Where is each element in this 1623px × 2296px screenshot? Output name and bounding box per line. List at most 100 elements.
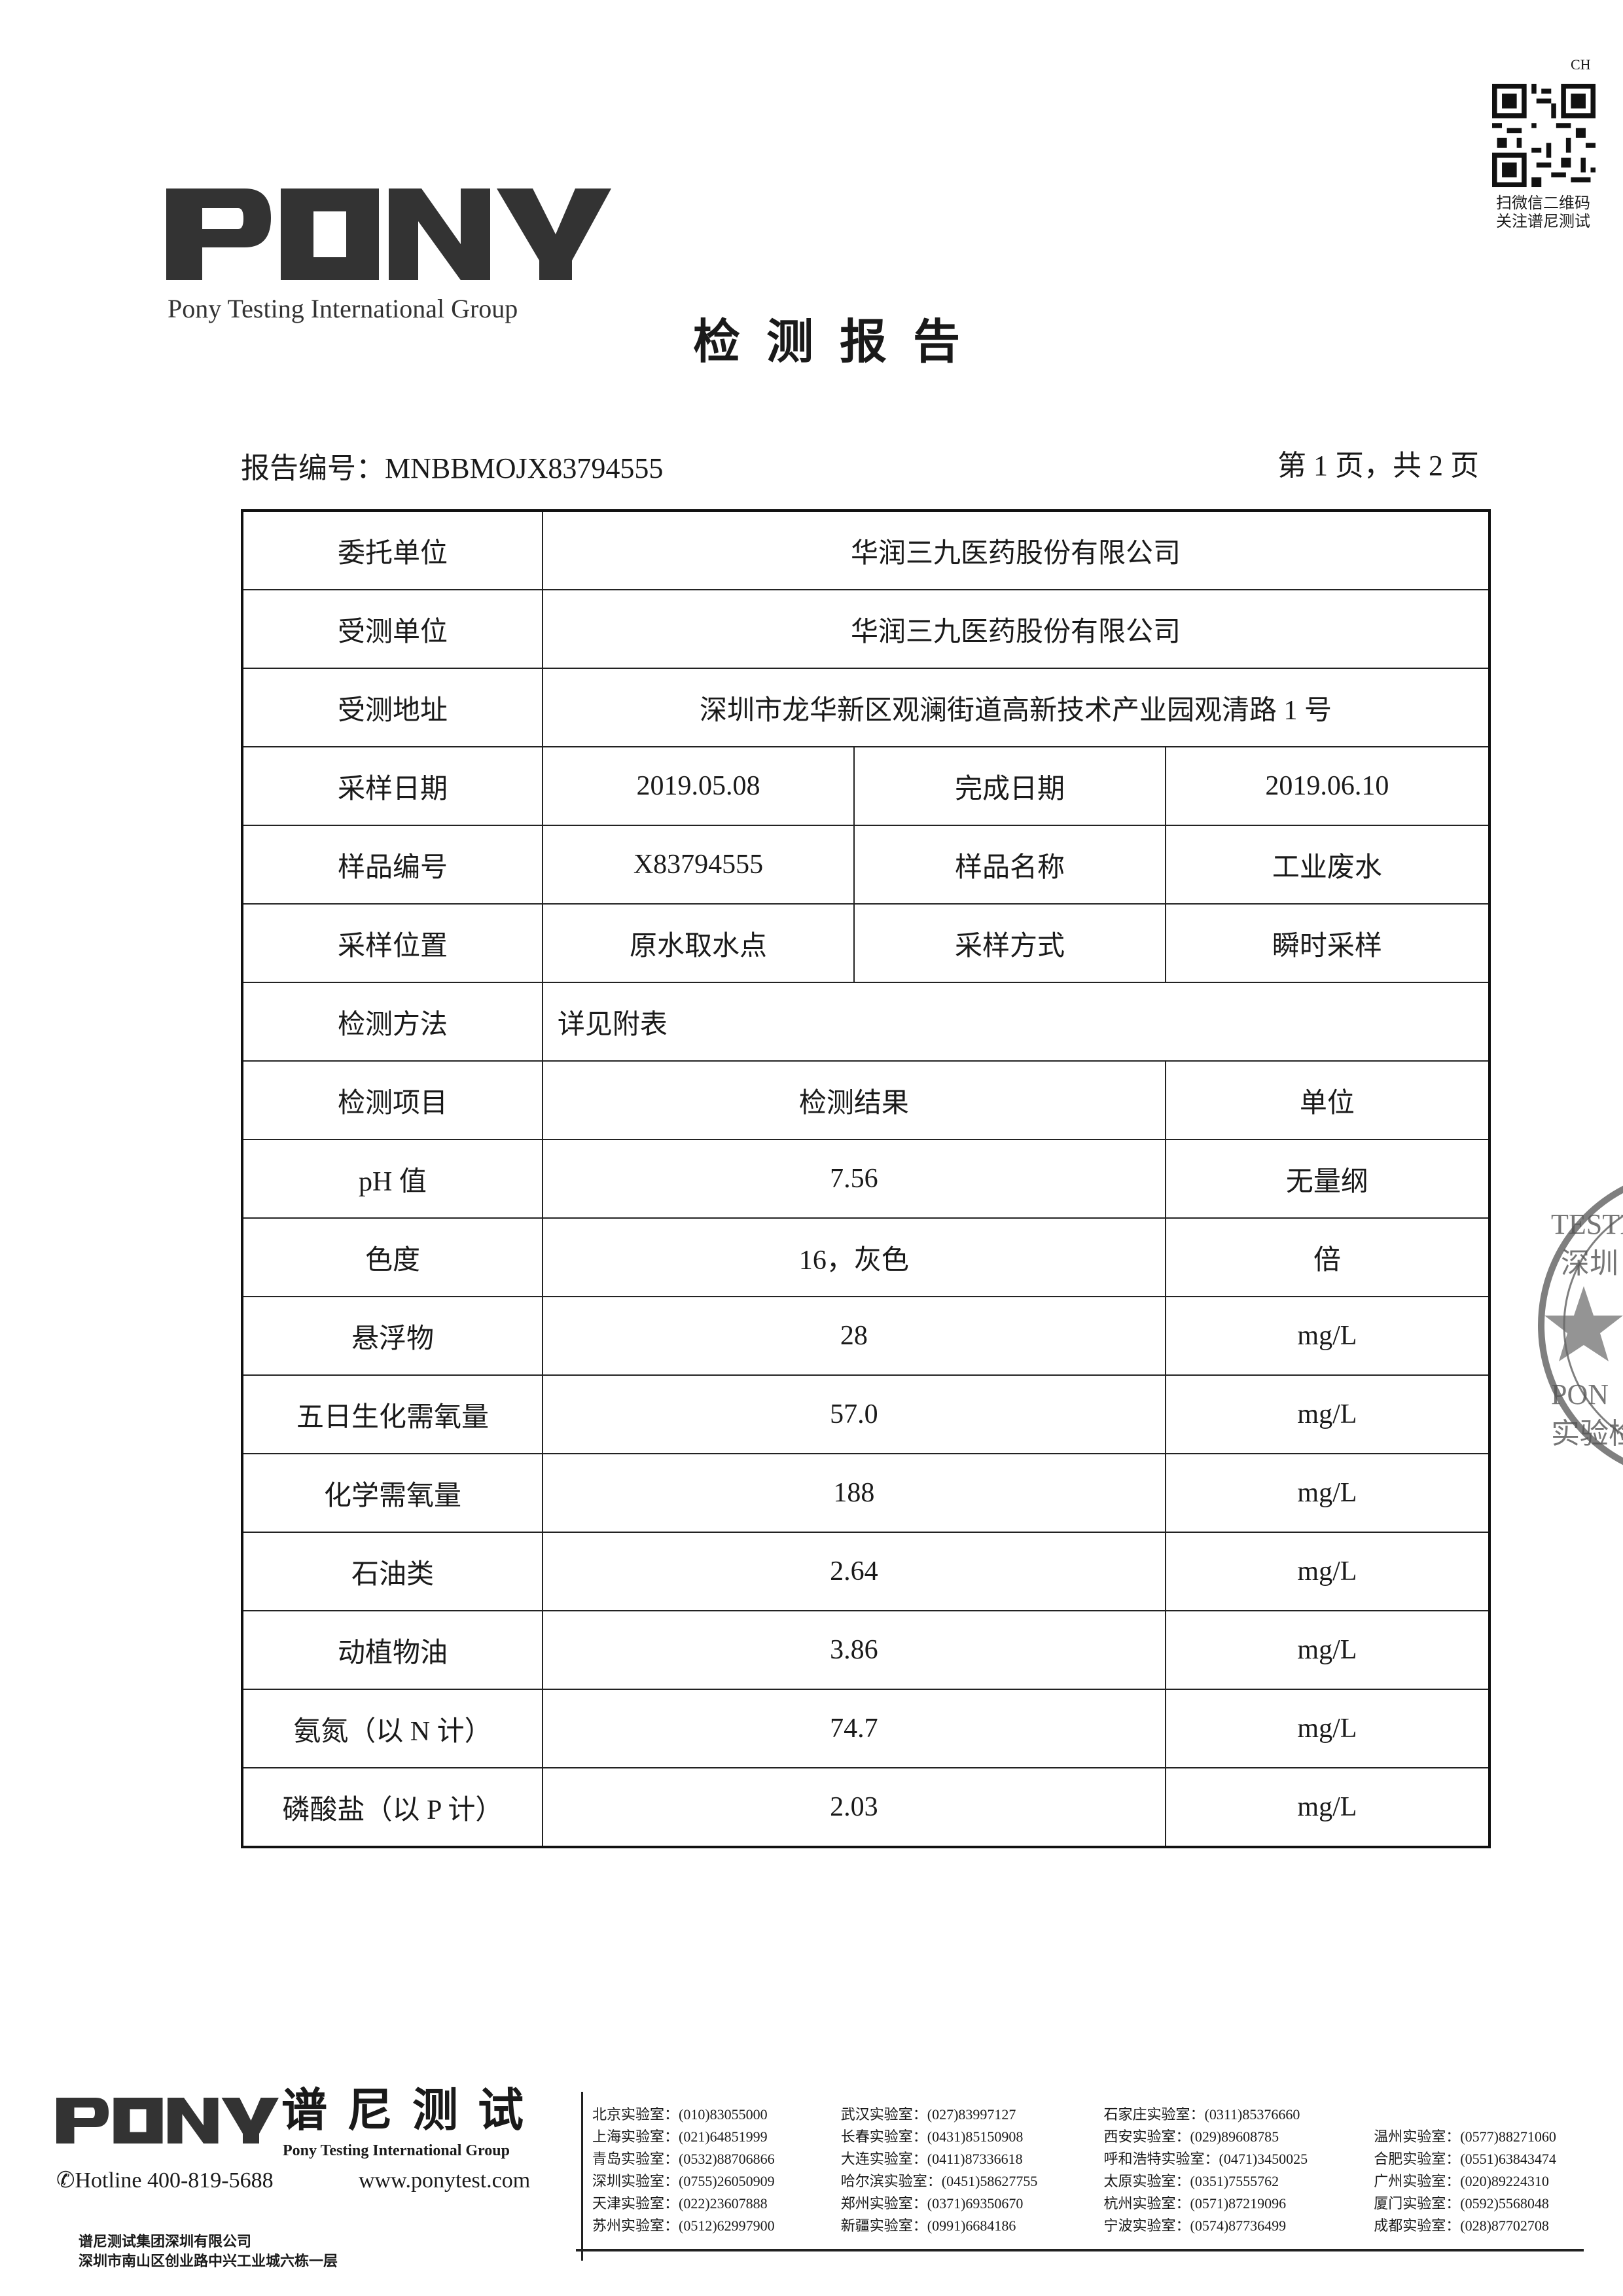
- table-header-row: 检测项目 检测结果 单位: [241, 1060, 1491, 1140]
- result-unit: mg/L: [1164, 1296, 1491, 1376]
- method-value: 详见附表: [541, 982, 1491, 1062]
- lab-entry: [1374, 2106, 1613, 2123]
- table-row: 采样位置 原水取水点 采样方式 瞬时采样: [241, 903, 1491, 983]
- qr-caption-line1: 扫微信二维码: [1496, 194, 1590, 212]
- table-row: 委托单位 华润三九医药股份有限公司: [241, 510, 1491, 590]
- lab-entry: 深圳实验室：(0755)26050909: [592, 2173, 775, 2189]
- result-item: 悬浮物: [241, 1296, 543, 1376]
- table-row: 样品编号 X83794555 样品名称 工业废水: [241, 825, 1491, 905]
- qr-caption-line2: 关注谱尼测试: [1496, 212, 1590, 230]
- company-name: 谱尼测试集团深圳有限公司: [79, 2233, 252, 2250]
- result-item: 石油类: [241, 1532, 543, 1611]
- result-value: 2.64: [541, 1532, 1166, 1611]
- page-info: 第 1 页，共 2 页: [1277, 450, 1479, 482]
- completion-date-label: 完成日期: [853, 746, 1166, 826]
- sample-no-label: 样品编号: [241, 825, 543, 905]
- stamp-text-4: 实验检: [1551, 1418, 1623, 1450]
- result-unit: 无量纲: [1164, 1139, 1491, 1219]
- qr-caption: 扫微信二维码 关注谱尼测试: [1484, 194, 1602, 230]
- client-value: 华润三九医药股份有限公司: [541, 510, 1491, 590]
- lab-entry: 青岛实验室：(0532)88706866: [592, 2151, 775, 2167]
- lab-entry: 成都实验室：(028)87702708: [1374, 2217, 1549, 2234]
- sampling-date-label: 采样日期: [241, 746, 543, 826]
- lab-entry: 石家庄实验室：(0311)85376660: [1103, 2106, 1300, 2123]
- lab-entry: 哈尔滨实验室：(0451)58627755: [840, 2173, 1038, 2189]
- company-address: 深圳市南山区创业路中兴工业城六栋一层: [79, 2253, 338, 2269]
- sampling-location-value: 原水取水点: [541, 903, 855, 983]
- result-row: 色度 16，灰色倍: [241, 1217, 1491, 1297]
- result-unit: mg/L: [1164, 1532, 1491, 1611]
- tested-unit-label: 受测单位: [241, 589, 543, 669]
- result-value: 28: [541, 1296, 1166, 1376]
- result-value: 74.7: [541, 1689, 1166, 1768]
- lab-entry: 上海实验室：(021)64851999: [592, 2128, 768, 2145]
- logo-subtitle: Pony Testing International Group: [168, 294, 518, 323]
- result-item: pH 值: [241, 1139, 543, 1219]
- pony-logo: [166, 188, 611, 280]
- result-unit: mg/L: [1164, 1374, 1491, 1454]
- result-row: 化学需氧量 188 mg/L: [241, 1453, 1491, 1533]
- lab-entry: 天津实验室：(022)23607888: [592, 2195, 768, 2212]
- sample-no-value: X83794555: [541, 825, 855, 905]
- col-item-header: 检测项目: [241, 1060, 543, 1140]
- client-label: 委托单位: [241, 510, 543, 590]
- result-item: 动植物油: [241, 1610, 543, 1690]
- result-unit: 倍: [1164, 1217, 1491, 1297]
- sampling-location-label: 采样位置: [241, 903, 543, 983]
- result-unit: mg/L: [1164, 1453, 1491, 1533]
- table-row: 受测地址 深圳市龙华新区观澜街道高新技术产业园观清路 1 号: [241, 668, 1491, 747]
- col-result-header: 检测结果: [541, 1060, 1166, 1140]
- address-label: 受测地址: [241, 668, 543, 747]
- lab-entry: 广州实验室：(020)89224310: [1374, 2173, 1549, 2189]
- table-row: 采样日期 2019.05.08 完成日期 2019.06.10: [241, 746, 1491, 826]
- sampling-date-value: 2019.05.08: [541, 746, 855, 826]
- result-row: 动植物油 3.86 mg/L: [241, 1610, 1491, 1690]
- sample-name-value: 工业废水: [1164, 825, 1491, 905]
- lab-entry: 宁波实验室：(0574)87736499: [1103, 2217, 1287, 2234]
- lab-directory: 北京实验室：(010)83055000 武汉实验室：(027)83997127 石家…: [592, 2106, 1613, 2234]
- lab-entry: 合肥实验室：(0551)63843474: [1374, 2151, 1556, 2167]
- result-row: 悬浮物 28 mg/L: [241, 1296, 1491, 1376]
- sampling-method-value: 瞬时采样: [1164, 903, 1491, 983]
- hotline: ✆Hotline 400-819-5688: [56, 2168, 274, 2194]
- stamp-text-2: 深圳: [1561, 1247, 1618, 1280]
- lab-entry: 新疆实验室：(0991)6684186: [840, 2217, 1016, 2234]
- result-unit: mg/L: [1164, 1767, 1491, 1848]
- footer-company: 谱尼测试集团深圳有限公司 深圳市南山区创业路中兴工业城六栋一层: [79, 2232, 338, 2271]
- tested-unit-value: 华润三九医药股份有限公司: [541, 589, 1491, 669]
- footer-brand-en: Pony Testing International Group: [283, 2142, 510, 2159]
- website: www.ponytest.com: [359, 2168, 531, 2193]
- footer-rule: [576, 2249, 1584, 2251]
- result-item: 氨氮（以 N 计）: [241, 1689, 543, 1768]
- lab-entry: 杭州实验室：(0571)87219096: [1103, 2195, 1287, 2212]
- stamp-text-3: PON: [1551, 1378, 1609, 1410]
- result-row: 磷酸盐（以 P 计） 2.03 mg/L: [241, 1767, 1491, 1848]
- result-value: 188: [541, 1453, 1166, 1533]
- result-item: 五日生化需氧量: [241, 1374, 543, 1454]
- footer-divider: [581, 2092, 583, 2261]
- lab-entry: 长春实验室：(0431)85150908: [840, 2128, 1024, 2145]
- result-value: 3.86: [541, 1610, 1166, 1690]
- lab-entry: 武汉实验室：(027)83997127: [840, 2106, 1016, 2123]
- footer-brand-cn: 谱尼测试: [281, 2086, 543, 2136]
- lab-entry: 太原实验室：(0351)7555762: [1103, 2173, 1279, 2189]
- phone-icon: ✆: [56, 2168, 75, 2193]
- result-row: 石油类 2.64 mg/L: [241, 1532, 1491, 1611]
- result-item: 磷酸盐（以 P 计）: [241, 1767, 543, 1848]
- report-number: 报告编号：MNBBMOJX83794555: [241, 452, 663, 486]
- sample-name-label: 样品名称: [853, 825, 1166, 905]
- lab-entry: 温州实验室：(0577)88271060: [1374, 2128, 1556, 2145]
- table-row: 受测单位 华润三九医药股份有限公司: [241, 589, 1491, 669]
- results-body: pH 值 7.56 无量纲 色度 16，灰色倍悬浮物 28 mg/L 五日生化需氧量 57.0 m…: [241, 1139, 1491, 1848]
- sampling-method-label: 采样方式: [853, 903, 1166, 983]
- lab-entry: 北京实验室：(010)83055000: [592, 2106, 768, 2123]
- table-row: 检测方法 详见附表: [241, 982, 1491, 1062]
- result-row: 氨氮（以 N 计） 74.7 mg/L: [241, 1689, 1491, 1768]
- result-unit: mg/L: [1164, 1689, 1491, 1768]
- result-item: 化学需氧量: [241, 1453, 543, 1533]
- result-value: 2.03: [541, 1767, 1166, 1848]
- lab-entry: 西安实验室：(029)89608785: [1103, 2128, 1279, 2145]
- corner-code: CH: [1571, 56, 1591, 73]
- footer-pony-logo: [56, 2098, 279, 2144]
- report-number-label: 报告编号：: [241, 452, 385, 484]
